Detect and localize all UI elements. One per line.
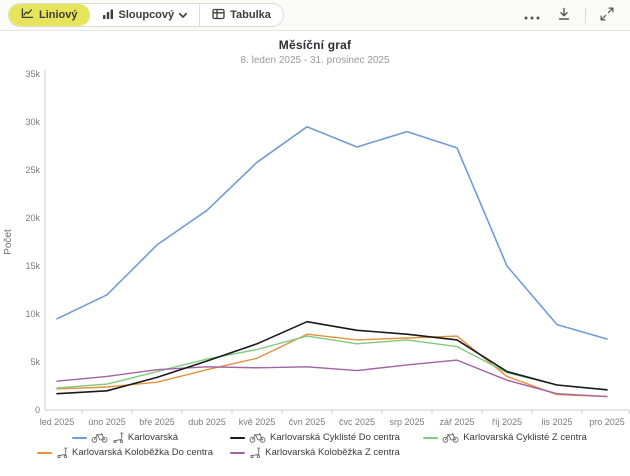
tab-table[interactable]: Tabulka	[199, 4, 283, 26]
series-line-cykliste-do-centra[interactable]	[56, 320, 608, 395]
y-tick-label: 35k	[25, 70, 40, 79]
x-tick-label: úno 2025	[88, 417, 126, 427]
y-tick-label: 25k	[25, 165, 40, 175]
chart-card: Měsíční graf 8. leden 2025 - 31. prosine…	[0, 31, 630, 476]
series-line-cykliste-z-centra[interactable]	[56, 335, 608, 391]
y-tick-label: 5k	[30, 357, 40, 367]
legend-swatch	[230, 436, 246, 439]
download-button[interactable]	[553, 4, 575, 26]
x-tick-label: říj 2025	[492, 417, 522, 427]
chart-type-switcher: Liniový Sloupcový Tabulka	[8, 3, 284, 27]
y-axis-title: Počet	[3, 229, 14, 255]
legend-swatch	[37, 451, 52, 454]
tab-line-chart[interactable]: Liniový	[9, 4, 90, 26]
x-tick-label: zář 2025	[439, 417, 474, 427]
x-tick-label: čvc 2025	[339, 417, 375, 427]
x-tick-label: pro 2025	[589, 417, 625, 427]
x-tick-label: lis 2025	[541, 417, 572, 427]
series-line-karlovarska[interactable]	[56, 125, 608, 340]
x-tick-label: led 2025	[40, 417, 75, 427]
legend-label: Karlovarská Cyklisté Do centra	[270, 432, 400, 443]
fullscreen-button[interactable]	[596, 4, 618, 26]
line-chart-icon	[21, 7, 34, 23]
legend-item-cykliste-do-centra[interactable]: Karlovarská Cyklisté Do centra	[230, 432, 400, 443]
chart-subtitle: 8. leden 2025 - 31. prosinec 2025	[240, 55, 390, 66]
bicycle-icon	[91, 433, 108, 443]
tab-bar-chart[interactable]: Sloupcový	[90, 4, 200, 26]
tab-label: Liniový	[39, 9, 78, 21]
bar-chart-icon	[102, 8, 114, 23]
legend-item-kolobezka-z-centra[interactable]: Karlovarská Koloběžka Z centra	[230, 447, 400, 458]
legend-item-cykliste-z-centra[interactable]: Karlovarská Cyklisté Z centra	[423, 432, 587, 443]
legend-item-karlovarska[interactable]: Karlovarská	[71, 432, 179, 443]
x-tick-label: kvě 2025	[239, 417, 276, 427]
legend-item-kolobezka-do-centra[interactable]: Karlovarská Koloběžka Do centra	[37, 447, 213, 458]
series-line-kolobezka-do-centra[interactable]	[56, 333, 608, 398]
legend-swatch	[71, 436, 87, 439]
legend-swatch	[230, 451, 246, 454]
scooter-icon	[113, 432, 124, 443]
chart-legend: Karlovarská Karlovarská Cyklisté Do centr…	[0, 430, 630, 464]
y-tick-label: 0	[35, 405, 40, 415]
series-line-kolobezka-z-centra[interactable]	[56, 359, 608, 398]
bicycle-icon	[442, 433, 459, 443]
table-icon	[212, 8, 225, 23]
y-tick-label: 30k	[25, 117, 40, 127]
y-tick-label: 15k	[25, 261, 40, 271]
download-icon	[557, 7, 571, 24]
x-tick-label: srp 2025	[389, 417, 424, 427]
fullscreen-icon	[600, 7, 614, 24]
toolbar-actions	[521, 4, 618, 26]
ellipsis-icon	[524, 8, 540, 23]
line-chart-svg: 0 5k 10k 15k 20k 25k 30k 35k led 2025 úno 2025 bře…	[3, 70, 630, 427]
chevron-down-icon	[178, 9, 188, 21]
legend-label: Karlovarská Koloběžka Z centra	[265, 447, 400, 458]
x-tick-label: čvn 2025	[289, 417, 326, 427]
toolbar-divider	[585, 7, 586, 23]
legend-label: Karlovarská	[127, 432, 179, 443]
legend-swatch	[423, 436, 439, 439]
scooter-icon	[57, 447, 68, 458]
y-tick-label: 10k	[25, 309, 40, 319]
tab-label: Sloupcový	[118, 9, 175, 21]
scooter-icon	[250, 447, 261, 458]
bicycle-icon	[249, 433, 266, 443]
toolbar: Liniový Sloupcový Tabulka	[0, 0, 630, 31]
x-tick-label: dub 2025	[188, 417, 226, 427]
chart-title: Měsíční graf	[278, 38, 352, 52]
y-tick-label: 20k	[25, 213, 40, 223]
legend-label: Karlovarská Cyklisté Z centra	[463, 432, 587, 443]
tab-label: Tabulka	[230, 9, 271, 21]
more-options-button[interactable]	[521, 4, 543, 26]
x-tick-label: bře 2025	[139, 417, 175, 427]
legend-label: Karlovarská Koloběžka Do centra	[72, 447, 213, 458]
